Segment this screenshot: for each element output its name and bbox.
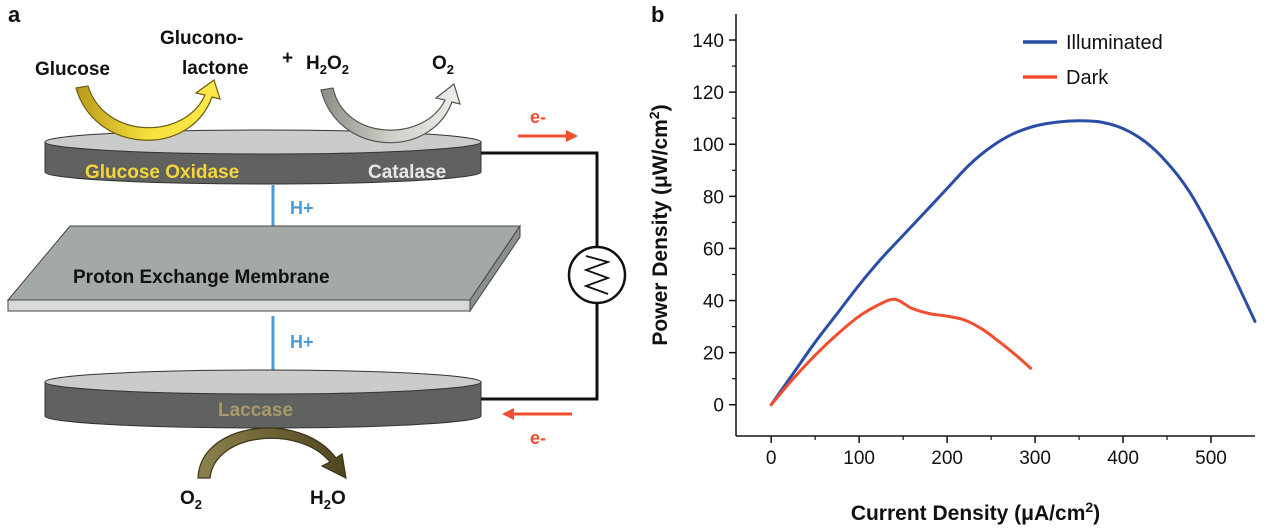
x-tick-label: 100 [843,448,875,469]
o2-top-label: O2 [432,53,454,77]
y-tick-label: 80 [703,187,724,208]
electron-label-top: e- [530,107,546,127]
o2-bottom-label: O2 [180,488,202,512]
y-tick-label: 0 [713,396,724,417]
membrane-label: Proton Exchange Membrane [73,267,330,288]
x-tick-label: 500 [1195,448,1227,469]
glucose-oxidase-label: Glucose Oxidase [85,162,239,183]
legend-label-dark: Dark [1066,67,1109,89]
electron-flow-arrow-top [518,130,578,142]
x-tick-label: 200 [931,448,963,469]
y-tick-label: 40 [703,292,724,313]
panel-a: a Glucose Oxidase Catalase Glucose Gluco… [6,2,627,512]
proton-exchange-membrane [6,224,521,313]
power-density-chart: 0 20 40 60 80 100 120 140 0 100 200 300 400 500 Curren… [646,14,1257,525]
glucose-oxidation-arrow [75,79,221,141]
h2o2-label: H2O2 [306,53,349,77]
y-tick-label: 140 [692,31,724,52]
series-line-illuminated [769,119,1257,407]
laccase-reduction-arrow [197,427,347,480]
panel-a-label: a [8,2,21,27]
x-tick-label: 300 [1019,448,1051,469]
electron-flow-arrow-bottom [502,408,572,420]
y-tick-label: 120 [692,83,724,104]
x-tick-label: 400 [1107,448,1139,469]
proton-label-top: H+ [290,198,314,218]
y-axis-label: Power Density (μW/cm2) [646,104,672,345]
plus-sign: + [282,48,293,69]
resistor-zigzag [583,255,611,295]
cathode-electrode [44,369,482,429]
x-axis-label: Current Density (μA/cm2) [851,499,1100,525]
panel-b: b 0 20 40 60 80 100 120 140 0 100 200 300 400 500 Curr… [646,2,1257,525]
series-line-dark [769,297,1033,407]
catalase-label: Catalase [368,162,446,183]
panel-b-label: b [651,2,664,27]
proton-label-bottom: H+ [290,332,314,352]
laccase-label: Laccase [218,400,293,421]
glucose-label: Glucose [35,59,110,80]
x-tick-label: 0 [766,448,777,469]
catalase-arrow [320,82,461,144]
resistor-load-icon [567,245,627,305]
y-tick-label: 60 [703,239,724,260]
h2o-bottom-label: H2O [310,488,346,512]
y-tick-label: 20 [703,344,724,365]
legend-label-illuminated: Illuminated [1066,32,1163,54]
gluconolactone-label-line1: Glucono- [160,28,243,49]
electron-label-bottom: e- [530,428,546,448]
y-tick-label: 100 [692,135,724,156]
gluconolactone-label-line2: lactone [182,58,249,79]
external-circuit [481,151,627,401]
